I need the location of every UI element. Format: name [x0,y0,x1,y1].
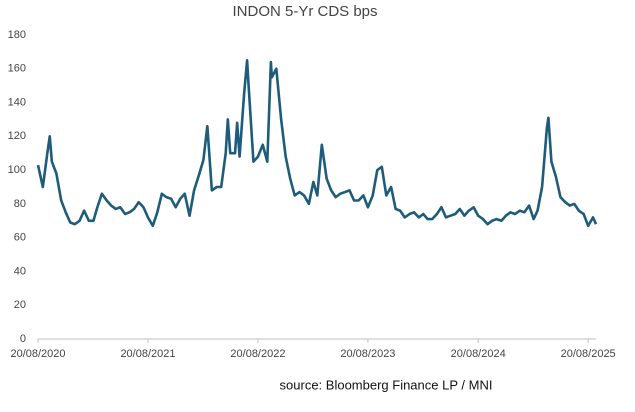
x-tick-label: 20/08/2025 [561,348,616,360]
chart-title: INDON 5-Yr CDS bps [232,3,377,20]
y-tick-label: 20 [14,299,26,311]
x-tick-label: 20/08/2021 [120,348,175,360]
y-tick-label: 140 [8,96,26,108]
x-tick-label: 20/08/2024 [451,348,506,360]
source-note: source: Bloomberg Finance LP / MNI [280,377,493,392]
cds-line [36,59,598,228]
x-tick-label: 20/08/2020 [10,348,65,360]
y-tick-label: 0 [20,333,26,345]
y-tick-label: 80 [14,198,26,210]
y-tick-label: 60 [14,232,26,244]
x-tick-label: 20/08/2022 [230,348,285,360]
y-tick-label: 180 [8,29,26,41]
x-tick-label: 20/08/2023 [340,348,395,360]
y-tick-label: 120 [8,130,26,142]
y-tick-label: 100 [8,164,26,176]
y-tick-label: 40 [14,265,26,277]
y-tick-label: 160 [8,63,26,75]
